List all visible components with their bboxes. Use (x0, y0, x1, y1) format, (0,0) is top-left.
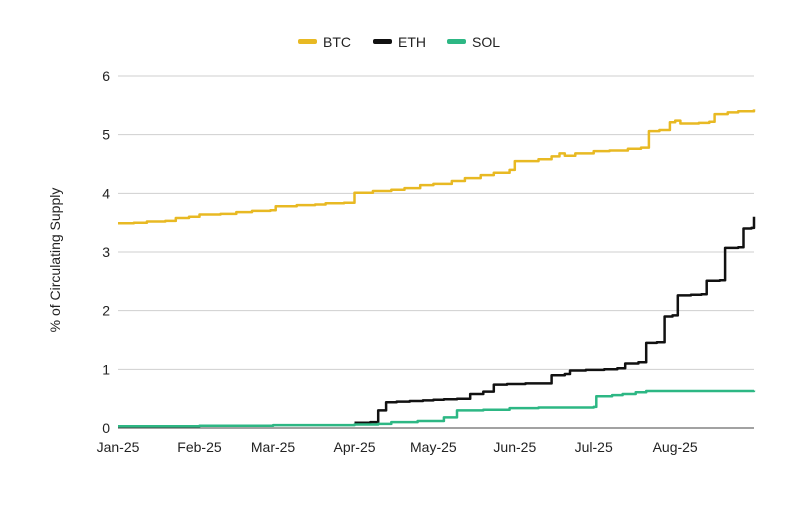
legend: BTC ETH SOL (298, 34, 500, 50)
y-axis-title: % of Circulating Supply (47, 188, 63, 333)
x-tick-label: Mar-25 (251, 439, 296, 455)
legend-label-sol: SOL (472, 34, 500, 50)
y-tick-label: 6 (102, 68, 110, 84)
y-tick-label: 4 (102, 185, 110, 201)
x-axis-ticks: Jan-25 Feb-25 Mar-25 Apr-25 May-25 Jun-25 Jul-… (97, 439, 698, 455)
x-tick-label: Aug-25 (653, 439, 698, 455)
legend-label-btc: BTC (323, 34, 351, 50)
x-tick-label: Jul-25 (575, 439, 613, 455)
gridlines (118, 75, 754, 429)
legend-swatch-eth (373, 39, 392, 44)
y-tick-label: 1 (102, 361, 110, 377)
series-line-btc (118, 109, 756, 225)
y-tick-label: 0 (102, 420, 110, 436)
series-line-sol (118, 389, 756, 428)
legend-swatch-sol (447, 39, 466, 44)
series-line-eth (354, 216, 756, 424)
legend-label-eth: ETH (398, 34, 426, 50)
y-tick-label: 3 (102, 244, 110, 260)
x-tick-label: Jan-25 (97, 439, 140, 455)
y-tick-label: 5 (102, 127, 110, 143)
x-tick-label: Feb-25 (177, 439, 222, 455)
x-tick-label: May-25 (410, 439, 457, 455)
y-axis-ticks: 0 1 2 3 4 5 6 (102, 68, 110, 436)
series-lines (118, 109, 756, 428)
x-tick-label: Apr-25 (334, 439, 376, 455)
x-tick-label: Jun-25 (493, 439, 536, 455)
y-tick-label: 2 (102, 303, 110, 319)
legend-swatch-btc (298, 39, 317, 44)
